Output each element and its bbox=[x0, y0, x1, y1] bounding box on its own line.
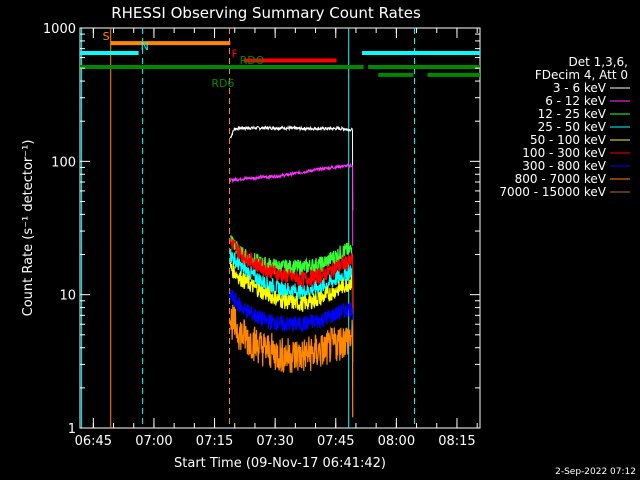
chart-title: RHESSI Observing Summary Count Rates bbox=[111, 4, 421, 22]
flag-label: S bbox=[103, 30, 110, 43]
generated-timestamp: 2-Sep-2022 07:12 bbox=[555, 467, 636, 477]
x-tick-label: 07:00 bbox=[135, 434, 172, 449]
y-axis-label: Count Rate (s⁻¹ detector⁻¹) bbox=[21, 140, 36, 317]
flag-bars: S N F RDO RD6 bbox=[80, 30, 480, 90]
plot-frame bbox=[79, 27, 481, 429]
series-line bbox=[229, 162, 354, 246]
y-tick-label: 10 bbox=[59, 289, 76, 304]
legend-label: 100 - 300 keV bbox=[522, 146, 606, 160]
legend-header-line-2: FDecim 4, Att 0 bbox=[535, 68, 628, 82]
legend-label: 7000 - 15000 keV bbox=[499, 185, 606, 199]
x-tick-label: 07:15 bbox=[196, 434, 233, 449]
series-line bbox=[229, 248, 354, 352]
flag-label: RD6 bbox=[211, 77, 234, 90]
series-line bbox=[229, 261, 354, 363]
y-tick-label: 1000 bbox=[43, 22, 76, 37]
flag-label: N bbox=[141, 40, 149, 53]
flag-label: RDO bbox=[240, 54, 265, 67]
x-tick-label: 07:30 bbox=[256, 434, 293, 449]
series-line bbox=[229, 304, 354, 418]
y-tick-label: 1 bbox=[68, 422, 76, 437]
legend-label: 6 - 12 keV bbox=[545, 94, 607, 108]
series-line bbox=[229, 236, 354, 341]
legend-label: 50 - 100 keV bbox=[530, 133, 607, 147]
flag-label: F bbox=[232, 48, 238, 61]
x-tick-label: 08:15 bbox=[438, 434, 475, 449]
series-line bbox=[229, 124, 354, 211]
event-lines bbox=[81, 28, 416, 428]
x-axis: 06:45 07:00 07:15 07:30 07:45 08:00 08:15 bbox=[75, 28, 478, 449]
legend-label: 3 - 6 keV bbox=[553, 81, 607, 95]
legend-label: 800 - 7000 keV bbox=[515, 172, 607, 186]
series-line bbox=[229, 289, 354, 388]
y-tick-label: 100 bbox=[51, 155, 76, 170]
x-tick-label: 06:45 bbox=[75, 434, 112, 449]
legend-label: 300 - 800 keV bbox=[522, 159, 606, 173]
series-group bbox=[229, 124, 354, 418]
legend-header-line-1: Det 1,3,6, bbox=[569, 55, 629, 69]
x-tick-label: 08:00 bbox=[378, 434, 415, 449]
y-axis: 1 10 100 1000 bbox=[43, 22, 480, 437]
legend-label: 25 - 50 keV bbox=[538, 120, 607, 134]
x-axis-label: Start Time (09-Nov-17 06:41:42) bbox=[174, 456, 386, 471]
x-tick-label: 07:45 bbox=[317, 434, 354, 449]
legend-label: 12 - 25 keV bbox=[538, 107, 607, 121]
